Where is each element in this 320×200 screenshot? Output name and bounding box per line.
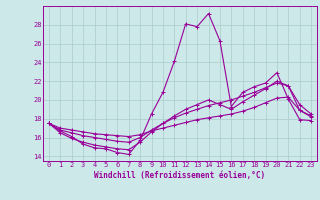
X-axis label: Windchill (Refroidissement éolien,°C): Windchill (Refroidissement éolien,°C) xyxy=(94,171,266,180)
